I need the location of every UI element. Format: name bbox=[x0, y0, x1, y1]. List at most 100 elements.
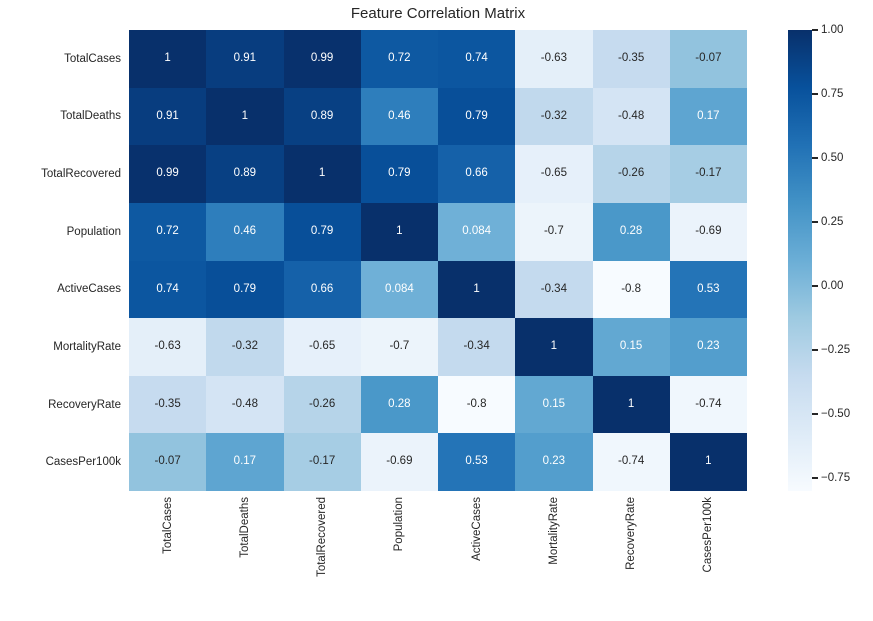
colorbar-tick bbox=[812, 29, 818, 31]
heatmap-cell: -0.63 bbox=[129, 318, 207, 376]
heatmap-cell: -0.69 bbox=[360, 433, 438, 491]
col-label: CasesPer100k bbox=[702, 497, 715, 573]
heatmap-cell: -0.8 bbox=[592, 260, 670, 319]
heatmap-cell: -0.17 bbox=[669, 145, 747, 203]
colorbar-tick bbox=[812, 477, 818, 479]
colorbar-tick bbox=[812, 413, 818, 415]
colorbar-tick-label: 0.25 bbox=[821, 216, 844, 229]
colorbar-tick-label: −0.75 bbox=[821, 472, 851, 485]
colorbar-tick bbox=[812, 157, 818, 159]
y-axis-labels: TotalCases TotalDeaths TotalRecovered Popul… bbox=[0, 30, 121, 491]
heatmap-cell: 0.79 bbox=[438, 87, 516, 146]
heatmap-cell: 0.46 bbox=[206, 202, 284, 261]
heatmap-cell: -0.32 bbox=[206, 318, 284, 376]
row-label: CasesPer100k bbox=[45, 456, 121, 469]
heatmap-cell: 1 bbox=[360, 202, 438, 261]
heatmap-cell: 0.91 bbox=[129, 87, 207, 146]
colorbar-tick-label: 0.75 bbox=[821, 88, 844, 101]
col-label: MortalityRate bbox=[547, 497, 560, 565]
heatmap-cell: 0.28 bbox=[592, 202, 670, 261]
row-label: RecoveryRate bbox=[48, 398, 121, 411]
heatmap-cell: -0.48 bbox=[206, 375, 284, 434]
heatmap-cell: 0.91 bbox=[206, 30, 284, 88]
heatmap-cell: 0.79 bbox=[206, 260, 284, 319]
heatmap-cell: -0.74 bbox=[669, 375, 747, 434]
heatmap-cell: -0.35 bbox=[129, 375, 207, 434]
heatmap-cell: 0.74 bbox=[438, 30, 516, 88]
heatmap-cell: -0.7 bbox=[515, 202, 593, 261]
colorbar-tick-label: −0.50 bbox=[821, 408, 851, 421]
row-label: Population bbox=[66, 225, 121, 238]
heatmap-cell: -0.74 bbox=[592, 433, 670, 491]
heatmap-cell: 0.17 bbox=[669, 87, 747, 146]
heatmap-cell: 1 bbox=[283, 145, 361, 203]
heatmap-cell: -0.26 bbox=[592, 145, 670, 203]
heatmap-cell: -0.17 bbox=[283, 433, 361, 491]
heatmap-cell: 0.084 bbox=[438, 202, 516, 261]
col-label: ActiveCases bbox=[470, 497, 483, 561]
colorbar-tick bbox=[812, 349, 818, 351]
colorbar-tick-label: 1.00 bbox=[821, 24, 844, 36]
heatmap-cell: 0.89 bbox=[283, 87, 361, 146]
chart-title: Feature Correlation Matrix bbox=[350, 5, 526, 22]
row-label: MortalityRate bbox=[53, 340, 121, 353]
heatmap-cell: 0.99 bbox=[283, 30, 361, 88]
heatmap-cell: 0.53 bbox=[669, 260, 747, 319]
heatmap-cell: 1 bbox=[206, 87, 284, 146]
heatmap-cell: 0.72 bbox=[129, 202, 207, 261]
heatmap-cell: 0.72 bbox=[360, 30, 438, 88]
heatmap-cell: -0.65 bbox=[515, 145, 593, 203]
heatmap-cell: 0.23 bbox=[515, 433, 593, 491]
heatmap-cell: 1 bbox=[515, 318, 593, 376]
col-label: TotalRecovered bbox=[316, 497, 329, 577]
heatmap-cell: 0.17 bbox=[206, 433, 284, 491]
row-label: TotalCases bbox=[64, 52, 121, 65]
heatmap-cell: 0.46 bbox=[360, 87, 438, 146]
colorbar-tick bbox=[812, 93, 818, 95]
heatmap-cell: 0.74 bbox=[129, 260, 207, 319]
heatmap-cell: 0.79 bbox=[360, 145, 438, 203]
heatmap-cell: 0.66 bbox=[438, 145, 516, 203]
heatmap-cell: -0.07 bbox=[669, 30, 747, 88]
row-label: TotalDeaths bbox=[60, 110, 121, 123]
heatmap-cell: 1 bbox=[592, 375, 670, 434]
heatmap-cell: 0.084 bbox=[360, 260, 438, 319]
row-label: TotalRecovered bbox=[41, 168, 121, 181]
heatmap-cell: -0.8 bbox=[438, 375, 516, 434]
heatmap-cell: 0.28 bbox=[360, 375, 438, 434]
heatmap-cell: -0.07 bbox=[129, 433, 207, 491]
colorbar-tick bbox=[812, 221, 818, 223]
heatmap-cell: 0.79 bbox=[283, 202, 361, 261]
heatmap-cell: 0.15 bbox=[515, 375, 593, 434]
heatmap-cell: 1 bbox=[129, 30, 207, 88]
col-label: RecoveryRate bbox=[625, 497, 638, 570]
heatmap-cell: -0.32 bbox=[515, 87, 593, 146]
colorbar-tick-label: −0.25 bbox=[821, 344, 851, 357]
heatmap-cell: 0.53 bbox=[438, 433, 516, 491]
heatmap-cell: -0.35 bbox=[592, 30, 670, 88]
colorbar-gradient bbox=[788, 30, 812, 491]
col-label: Population bbox=[393, 497, 406, 552]
colorbar bbox=[788, 30, 812, 491]
heatmap-cell: 0.89 bbox=[206, 145, 284, 203]
colorbar-tick-label: 0.50 bbox=[821, 152, 844, 165]
heatmap-cell: 0.15 bbox=[592, 318, 670, 376]
heatmap-grid: 1 0.91 0.99 0.72 0.74 -0.63 -0.35 -0.07 0.91 1 0.8… bbox=[129, 30, 747, 491]
colorbar-tick bbox=[812, 285, 818, 287]
heatmap-cell: -0.65 bbox=[283, 318, 361, 376]
heatmap-cell: 1 bbox=[438, 260, 516, 319]
heatmap-cell: -0.69 bbox=[669, 202, 747, 261]
colorbar-tick-label: 0.00 bbox=[821, 280, 844, 293]
heatmap-cell: -0.48 bbox=[592, 87, 670, 146]
heatmap-cell: 0.23 bbox=[669, 318, 747, 376]
heatmap-cell: 0.99 bbox=[129, 145, 207, 203]
col-label: TotalDeaths bbox=[238, 497, 251, 558]
heatmap-cell: 0.66 bbox=[283, 260, 361, 319]
heatmap-cell: -0.26 bbox=[283, 375, 361, 434]
heatmap-cell: -0.7 bbox=[360, 318, 438, 376]
x-axis-labels: TotalCases TotalDeaths TotalRecovered Popul… bbox=[129, 497, 747, 619]
heatmap-cell: -0.34 bbox=[438, 318, 516, 376]
heatmap-cell: 1 bbox=[669, 433, 747, 491]
row-label: ActiveCases bbox=[57, 283, 121, 296]
